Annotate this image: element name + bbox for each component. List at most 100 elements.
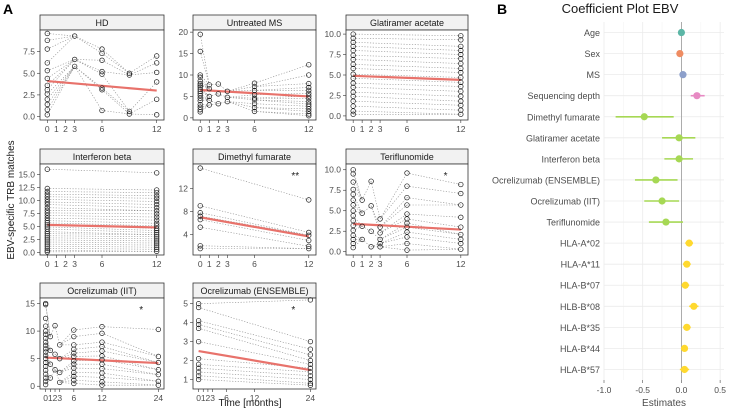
coefficient-plot: Age Sex MS Sequencing depth Dimethyl fumarat…: [492, 22, 726, 395]
data-point: [197, 80, 203, 87]
data-point: [306, 243, 312, 249]
patient-line: [352, 181, 363, 201]
data-point: [44, 207, 50, 213]
data-point: [350, 232, 356, 238]
patient-line: [200, 205, 309, 233]
data-point: [42, 363, 49, 370]
data-point: [377, 240, 383, 247]
data-point: [458, 246, 464, 252]
patient-line: [45, 363, 51, 367]
patient-line: [45, 348, 51, 351]
patient-line: [227, 96, 255, 99]
data-point: [42, 352, 49, 359]
data-point: [368, 178, 374, 184]
x-tick-label: 2: [216, 124, 221, 134]
data-point: [195, 373, 202, 379]
patient-line: [101, 381, 159, 386]
patient-line: [74, 66, 103, 111]
patient-line: [47, 66, 75, 115]
patient-line: [353, 77, 461, 83]
x-tick-label: 3: [72, 259, 77, 269]
x-tick-label: 1: [54, 259, 59, 269]
x-tick-label: 1: [207, 259, 212, 269]
estimate-point: [676, 49, 684, 58]
term-label: Sex: [584, 49, 600, 59]
data-point: [154, 232, 160, 238]
estimate-point: [640, 113, 648, 121]
data-point: [307, 373, 314, 379]
y-tick-label: 7.5: [329, 185, 341, 195]
patient-line: [353, 95, 461, 102]
data-point: [350, 89, 356, 95]
data-point: [44, 210, 50, 216]
data-point: [52, 322, 58, 329]
data-point: [197, 224, 203, 230]
estimate-point: [662, 218, 670, 226]
y-tick-label: 0.0: [329, 111, 341, 121]
patient-line: [227, 101, 255, 112]
x-tick-label: 2: [369, 259, 374, 269]
x-tick-label: 12: [456, 124, 466, 134]
x-tick-label: 2: [53, 393, 58, 403]
data-point: [458, 47, 464, 54]
data-point: [458, 214, 464, 220]
patient-line: [129, 62, 157, 76]
x-tick-label: 6: [405, 259, 410, 269]
patient-line: [200, 167, 309, 201]
patient-line: [200, 104, 210, 110]
y-tick-label: 0.0: [329, 247, 341, 257]
data-point: [458, 65, 464, 72]
x-tick-label: 0: [351, 259, 356, 269]
y-tick-label: 8: [183, 207, 188, 217]
patient-line: [101, 48, 130, 74]
data-point: [42, 346, 49, 352]
data-point: [197, 48, 203, 55]
data-point: [251, 104, 258, 111]
patient-line: [227, 101, 255, 108]
patient-line: [380, 246, 408, 251]
patient-line: [54, 325, 61, 345]
patient-line: [361, 181, 372, 201]
patient-line: [352, 173, 363, 201]
term-label: Glatiramer acetate: [526, 133, 600, 143]
patient-line: [101, 333, 159, 357]
data-point: [197, 243, 203, 249]
data-point: [44, 166, 50, 172]
patient-line: [353, 73, 461, 78]
patient-line: [227, 94, 255, 98]
x-tick-label: 6: [100, 259, 105, 269]
y-tick-label: 5: [30, 354, 35, 364]
patient-line: [200, 83, 210, 89]
data-point: [44, 241, 50, 247]
patient-line: [73, 341, 103, 346]
x-tick-label: 0: [43, 393, 48, 403]
patient-line: [370, 205, 381, 228]
data-point: [251, 95, 258, 101]
data-point: [71, 369, 77, 376]
x-tick-label: 3: [57, 393, 62, 403]
patient-line: [198, 364, 311, 373]
data-point: [458, 240, 464, 247]
term-label: HLA-B*57: [560, 365, 600, 375]
data-point: [206, 93, 212, 100]
data-point: [44, 245, 50, 251]
patient-line: [101, 53, 130, 74]
y-tick-label: 0.0: [23, 247, 35, 257]
data-point: [71, 333, 77, 340]
data-point: [71, 63, 78, 69]
x-tick-label: 3: [225, 124, 230, 134]
data-point: [206, 102, 212, 108]
facet-title: Untreated MS: [227, 18, 283, 28]
data-point: [71, 373, 77, 379]
facet-title: Glatiramer acetate: [370, 18, 444, 28]
estimate-point: [675, 155, 683, 163]
patient-line: [379, 226, 408, 240]
trend-line: [198, 349, 311, 372]
x-tick-label: 3: [378, 259, 383, 269]
data-point: [197, 74, 203, 80]
data-point: [350, 240, 356, 247]
data-point: [42, 356, 49, 362]
patient-line: [370, 181, 381, 219]
